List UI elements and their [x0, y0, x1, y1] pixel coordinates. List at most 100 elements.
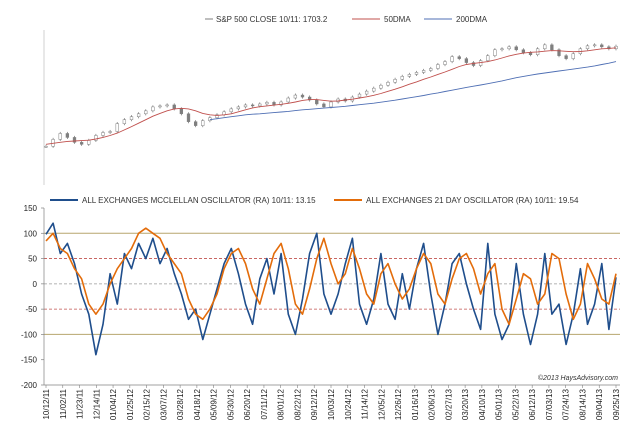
- dma50-line: [45, 47, 617, 145]
- legend-21day-label: ALL EXCHANGES 21 DAY OSCILLATOR (RA) 10/…: [366, 196, 579, 205]
- sp500-candle-body: [414, 72, 419, 75]
- sp500-candle-body: [250, 104, 255, 107]
- x-date-label: 03/28/12: [176, 388, 185, 420]
- x-date-label: 02/06/13: [428, 388, 437, 420]
- x-axis-date-labels: 10/12/11 11/02/11 11/23/11 12/14/11 01/04/12…: [42, 385, 621, 420]
- x-date-label: 05/09/12: [210, 388, 219, 420]
- sp500-candle-body: [315, 99, 319, 105]
- bottom-gridlines: [44, 232, 620, 335]
- sp500-candle-body: [543, 44, 547, 50]
- sp500-candle-body: [286, 97, 290, 103]
- x-date-label: 07/03/13: [545, 388, 554, 420]
- sp500-candle-body: [421, 70, 426, 73]
- x-date-label: 08/14/13: [579, 388, 588, 420]
- x-date-label: 03/07/12: [159, 388, 168, 420]
- x-date-label: 09/25/13: [612, 388, 621, 420]
- sp500-candle-body: [514, 46, 518, 51]
- sp500-candle-body: [79, 142, 84, 145]
- y-tick-label: 0: [33, 280, 38, 289]
- sp500-candle-body: [592, 44, 597, 47]
- sp500-candle-body: [486, 55, 490, 61]
- x-date-label: 01/25/12: [126, 388, 135, 420]
- x-date-label: 10/24/12: [344, 388, 353, 420]
- x-date-label: 07/24/13: [562, 388, 571, 420]
- x-date-label: 12/05/12: [377, 388, 386, 420]
- sp500-candle-body: [265, 102, 269, 105]
- sp500-candle-body: [372, 87, 376, 92]
- x-date-label: 11/23/11: [76, 388, 85, 419]
- x-date-label: 12/14/11: [92, 388, 101, 419]
- sp500-candle-body: [443, 61, 447, 65]
- y-tick-label: 50: [28, 255, 37, 264]
- sp500-candle-body: [151, 106, 155, 112]
- x-date-label: 05/22/13: [511, 388, 520, 420]
- y-tick-label: -200: [21, 381, 38, 390]
- sp500-candle-body: [279, 101, 283, 106]
- x-date-label: 07/11/12: [260, 388, 269, 419]
- sp500-candle-body: [108, 131, 112, 133]
- sp500-candle-body: [136, 113, 141, 117]
- x-date-label: 02/15/12: [143, 388, 152, 420]
- sp500-candle-body: [215, 114, 219, 118]
- sp500-candle-body: [172, 104, 176, 110]
- sp500-candle-body: [393, 79, 397, 83]
- sp500-candle-body: [193, 121, 198, 126]
- y-tick-label: -50: [25, 305, 37, 314]
- sp500-candle-body: [379, 84, 383, 89]
- sp500-candle-body: [165, 104, 169, 107]
- x-date-label: 06/20/12: [243, 388, 252, 420]
- y-tick-label: -100: [21, 330, 38, 339]
- sp500-candle-body: [115, 123, 119, 132]
- sp500-candle-body: [58, 133, 62, 140]
- sp500-candle-body: [258, 103, 262, 107]
- x-date-label: 04/10/13: [478, 388, 487, 420]
- sp500-candle-body: [236, 106, 241, 110]
- sp500-candle-body: [571, 53, 575, 59]
- x-date-label: 08/22/12: [294, 388, 303, 420]
- sp500-candle-body: [364, 90, 369, 95]
- sp500-candle-body: [229, 108, 233, 113]
- sp500-candle-body: [507, 46, 511, 50]
- sp500-candle-body: [94, 135, 98, 141]
- legend-50dma-label: 50DMA: [384, 15, 411, 24]
- sp500-candle-body: [457, 56, 461, 59]
- sp500-candle-body: [450, 56, 454, 62]
- copyright-text: ©2013 HaysAdvisory.com: [538, 374, 618, 382]
- top-legend: S&P 500 CLOSE 10/11: 1703.2 50DMA 200DMA: [205, 15, 488, 24]
- sp500-candle-body: [564, 55, 568, 59]
- osc21-line: [45, 227, 617, 326]
- sp500-candle-body: [493, 49, 497, 56]
- sp500-candle-body: [101, 132, 105, 136]
- x-date-label: 10/03/12: [327, 388, 336, 420]
- legend-mcclellan-label: ALL EXCHANGES MCCLELLAN OSCILLATOR (RA) …: [82, 196, 316, 205]
- x-date-label: 10/12/11: [42, 388, 51, 419]
- sp500-candle-body: [464, 58, 469, 63]
- sp500-candle-body: [44, 146, 48, 148]
- sp500-candle-body: [186, 113, 191, 122]
- sp500-candle-body: [72, 137, 77, 143]
- mcclellan-line: [45, 222, 617, 356]
- sp500-candle-body: [600, 44, 604, 48]
- sp500-candle-body: [550, 44, 554, 51]
- x-date-label: 03/20/13: [461, 388, 470, 420]
- sp500-candle-body: [293, 94, 298, 99]
- bottom-legend: ALL EXCHANGES MCCLELLAN OSCILLATOR (RA) …: [50, 196, 579, 205]
- x-date-label: 11/02/11: [59, 388, 68, 419]
- sp500-candle-body: [129, 116, 134, 120]
- sp500-candle-body: [300, 94, 305, 98]
- sp500-candle-body: [436, 64, 440, 69]
- sp500-candle-body: [585, 45, 590, 50]
- x-date-label: 09/12/12: [310, 388, 319, 420]
- sp500-candle-body: [500, 48, 504, 51]
- sp500-candle-body: [87, 140, 91, 145]
- y-tick-label: 150: [24, 204, 38, 213]
- x-date-label: 08/01/12: [277, 388, 286, 420]
- x-date-label: 01/04/12: [109, 388, 118, 420]
- x-date-label: 04/18/12: [193, 388, 202, 420]
- sp500-candle-body: [521, 49, 526, 53]
- legend-200dma-label: 200DMA: [456, 15, 488, 24]
- sp500-candle-body: [201, 120, 205, 126]
- bottom-y-axis: 150 100 50 0 -50 -100 -150 -200: [21, 204, 44, 390]
